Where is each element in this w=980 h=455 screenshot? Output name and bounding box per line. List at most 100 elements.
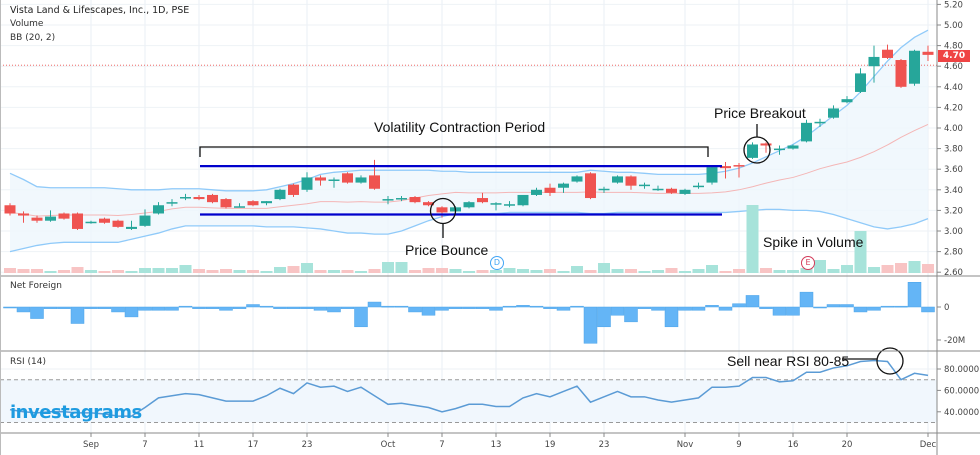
candle-body	[4, 205, 16, 214]
time-tick-label: 19	[545, 440, 556, 450]
volume-bar	[274, 267, 286, 273]
time-tick-label: Nov	[677, 440, 694, 450]
candle	[139, 209, 151, 227]
candle	[342, 172, 353, 184]
volume-spike-annotation: Spike in Volume	[763, 234, 864, 250]
volume-bar	[71, 267, 84, 273]
volume-bar	[382, 262, 394, 273]
volume-bar	[85, 270, 97, 273]
net-foreign-bar	[340, 306, 355, 309]
volume-bar	[638, 271, 651, 273]
candle-body	[261, 201, 272, 204]
candle-body	[342, 173, 353, 183]
candle-body	[234, 206, 245, 208]
volume-bar	[44, 271, 57, 273]
candle	[18, 211, 29, 223]
candle	[274, 188, 286, 201]
volume-bar	[922, 264, 934, 273]
candle-body	[828, 108, 839, 118]
candle-body	[180, 197, 191, 199]
price-tick-label: 3.80	[944, 145, 963, 155]
net-foreign-bar	[286, 306, 301, 309]
time-tick-label: 7	[439, 440, 444, 450]
volume-bar	[517, 269, 529, 273]
price-tick-label: 3.60	[944, 165, 963, 175]
candle	[814, 118, 826, 127]
candle-body	[85, 221, 97, 224]
volume-bar	[733, 269, 745, 273]
candle	[45, 210, 56, 222]
price-tick-label: 4.20	[944, 103, 963, 113]
volume-bar	[368, 269, 381, 273]
investagrams-logo: investagrams	[10, 402, 142, 423]
candle	[720, 161, 731, 179]
candle	[166, 199, 178, 207]
volume-bar	[247, 270, 259, 273]
candle-body	[544, 187, 556, 193]
candle-body	[409, 197, 421, 203]
net-foreign-bar	[664, 306, 679, 328]
candle-body	[99, 218, 110, 223]
volume-bar	[895, 263, 907, 273]
candle	[423, 201, 434, 207]
candle	[477, 192, 488, 204]
earnings-event-marker[interactable]: E	[801, 256, 815, 270]
net-foreign-bar	[381, 305, 395, 308]
candle	[153, 202, 164, 215]
dividend-event-marker[interactable]: D	[490, 256, 504, 270]
candle-body	[558, 183, 569, 188]
price-tick-label: 3.20	[944, 206, 963, 216]
net-foreign-bar	[367, 301, 382, 308]
candle-body	[166, 202, 178, 204]
volume-bar	[625, 269, 637, 273]
candle	[72, 212, 83, 230]
net-foreign-bar	[111, 306, 125, 313]
volume-bar	[314, 270, 327, 273]
net-foreign-bar	[192, 306, 206, 309]
net-foreign-bar	[30, 306, 44, 319]
candle-body	[504, 204, 515, 206]
candle	[679, 188, 691, 195]
candle-body	[355, 177, 367, 183]
time-tick-label: Dec	[920, 440, 937, 450]
volume-bar	[773, 270, 786, 273]
candle-body	[517, 194, 529, 206]
net-foreign-bar	[651, 306, 665, 311]
candle	[787, 144, 799, 150]
net-foreign-bar	[70, 306, 85, 324]
net-foreign-bar	[624, 306, 638, 323]
net-foreign-bar	[583, 306, 598, 344]
price-tick-label: 4.40	[944, 83, 963, 93]
volume-bar	[611, 269, 624, 273]
net-foreign-bar	[732, 303, 746, 308]
net-foreign-bar	[691, 306, 706, 311]
candle-body	[787, 145, 799, 149]
volume-bar	[476, 270, 489, 273]
candle-body	[112, 220, 124, 227]
net-foreign-bar	[826, 304, 841, 308]
candle-body	[369, 175, 380, 189]
volume-bar	[544, 269, 556, 273]
net-foreign-bar	[813, 306, 827, 309]
volume-bar	[355, 271, 367, 273]
net-foreign-bar	[880, 305, 895, 308]
candle	[531, 187, 542, 196]
candle-body	[909, 50, 920, 84]
candle	[801, 119, 812, 143]
candle	[220, 198, 232, 209]
volume-bar	[557, 271, 570, 273]
net-foreign-bar	[678, 306, 692, 311]
candle	[4, 203, 16, 216]
last-price-tag: 4.70	[938, 50, 970, 62]
bollinger-upper-line	[9, 29, 929, 192]
candle-body	[315, 177, 326, 181]
volume-bar	[112, 270, 124, 273]
volume-bar	[193, 269, 205, 273]
net-foreign-bar	[867, 306, 881, 311]
net-foreign-tick-label: -20M	[944, 336, 965, 346]
net-foreign-bar	[219, 306, 233, 311]
rsi-band-fill	[0, 379, 937, 423]
candle-body	[747, 144, 758, 158]
rsi-tick-label: 80.0000	[944, 365, 979, 375]
